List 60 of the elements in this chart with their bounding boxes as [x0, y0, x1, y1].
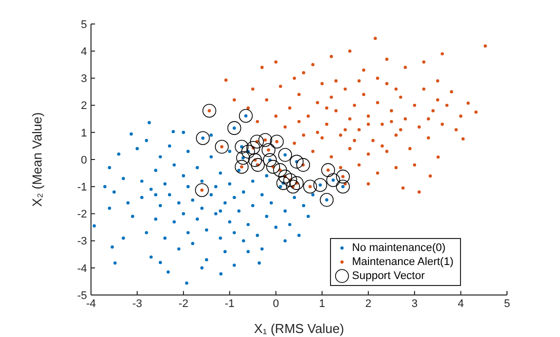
point	[278, 148, 292, 162]
y-tick-label: 5	[80, 18, 87, 31]
point	[278, 170, 292, 184]
x-tick-label: -1	[224, 298, 235, 310]
point	[236, 150, 250, 165]
point	[313, 178, 328, 192]
point	[234, 140, 249, 154]
point	[262, 143, 276, 157]
point	[227, 121, 242, 135]
legend-label: Maintenance Alert(1)	[352, 256, 454, 268]
point	[234, 160, 249, 174]
point	[262, 153, 277, 167]
x-tick-label: 5	[504, 298, 510, 310]
point	[283, 173, 298, 187]
x-tick-label: -3	[132, 298, 142, 310]
point	[296, 158, 310, 172]
point	[238, 108, 253, 123]
y-tick-label: -2	[77, 208, 87, 221]
y-tick-label: 0	[80, 154, 87, 166]
x-tick-label: 1	[319, 298, 326, 310]
point	[196, 131, 210, 145]
point	[202, 104, 216, 118]
point	[248, 153, 262, 167]
point	[241, 144, 256, 159]
x-tick-label: 4	[458, 298, 464, 310]
point	[258, 133, 272, 147]
y-tick-label: -1	[77, 182, 87, 194]
x-tick-label: 0	[272, 298, 279, 310]
point	[326, 173, 340, 187]
legend-label: Support Vector	[352, 270, 425, 282]
y-tick-label: -4	[77, 262, 87, 275]
point	[276, 176, 290, 190]
y-tick-label: 3	[80, 73, 87, 86]
point	[286, 180, 300, 194]
y-tick-label: -3	[77, 236, 87, 248]
x-axis-title: X₁ (RMS Value)	[254, 321, 344, 336]
point	[250, 134, 264, 149]
legend-label: No maintenance(0)	[352, 242, 446, 254]
point	[214, 140, 229, 154]
point	[250, 158, 265, 172]
y-axis-title: X₂ (Mean Value)	[30, 112, 45, 207]
y-tick-label: 2	[80, 100, 87, 112]
point	[321, 163, 336, 177]
point	[273, 163, 287, 177]
point	[290, 154, 304, 169]
point	[266, 160, 280, 174]
point	[303, 180, 317, 194]
point	[336, 170, 350, 184]
y-tick-label: 1	[80, 127, 87, 140]
point	[336, 180, 350, 194]
point	[290, 176, 304, 190]
point	[320, 192, 334, 207]
x-tick-label: -2	[178, 298, 188, 310]
y-tick-label: -5	[77, 290, 87, 302]
x-tick-label: 3	[411, 298, 418, 310]
point	[195, 183, 209, 198]
point	[246, 140, 260, 155]
x-tick-label: 2	[365, 298, 372, 310]
point	[270, 134, 284, 149]
y-tick-label: 4	[80, 46, 87, 58]
